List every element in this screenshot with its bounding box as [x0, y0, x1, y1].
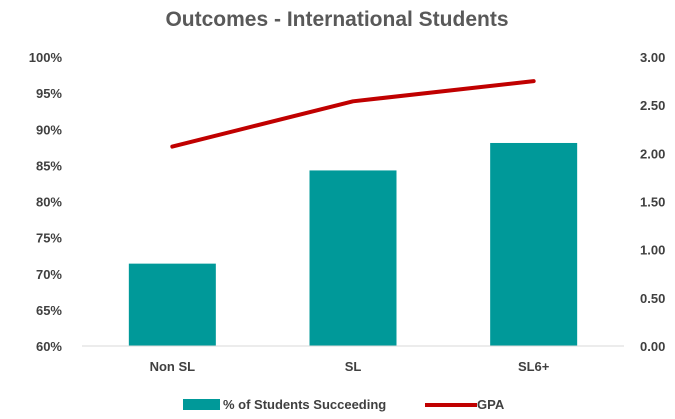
bar-series: [128, 142, 578, 346]
right-axis-tick-label: 0.00: [640, 339, 665, 354]
left-axis-tick-label: 85%: [36, 158, 62, 173]
left-axis-tick-label: 70%: [36, 267, 62, 282]
gpa-point: [533, 80, 535, 82]
x-axis-category-label: Non SL: [150, 359, 196, 374]
gpa-point: [171, 146, 173, 148]
bar: [128, 263, 216, 346]
right-axis-tick-label: 1.50: [640, 195, 665, 210]
legend-swatch-bar: [183, 399, 220, 410]
x-axis-category-label: SL6+: [518, 359, 550, 374]
legend-label-bar: % of Students Succeeding: [223, 397, 386, 412]
right-axis: 0.00 0.50 1.00 1.50 2.00 2.50 3.00: [640, 50, 665, 354]
left-axis-tick-label: 65%: [36, 303, 62, 318]
left-axis-tick-label: 100%: [29, 50, 63, 65]
right-axis-tick-label: 1.00: [640, 243, 665, 258]
left-axis: 60% 65% 70% 75% 80% 85% 90% 95% 100%: [29, 50, 63, 354]
legend: % of Students Succeeding GPA: [183, 397, 505, 412]
right-axis-tick-label: 0.50: [640, 291, 665, 306]
left-axis-tick-label: 75%: [36, 231, 62, 246]
left-axis-tick-label: 95%: [36, 86, 62, 101]
legend-label-line: GPA: [477, 397, 505, 412]
right-axis-tick-label: 2.00: [640, 146, 665, 161]
gpa-point: [352, 100, 354, 102]
left-axis-tick-label: 80%: [36, 195, 62, 210]
bar: [309, 170, 397, 346]
bar: [490, 142, 578, 346]
line-series: [170, 79, 536, 149]
chart-title: Outcomes - International Students: [165, 8, 508, 31]
x-axis-category-label: SL: [345, 359, 362, 374]
x-axis: Non SL SL SL6+: [150, 359, 550, 374]
right-axis-tick-label: 3.00: [640, 50, 665, 65]
left-axis-tick-label: 60%: [36, 339, 62, 354]
gpa-line: [170, 79, 536, 149]
left-axis-tick-label: 90%: [36, 122, 62, 137]
right-axis-tick-label: 2.50: [640, 98, 665, 113]
